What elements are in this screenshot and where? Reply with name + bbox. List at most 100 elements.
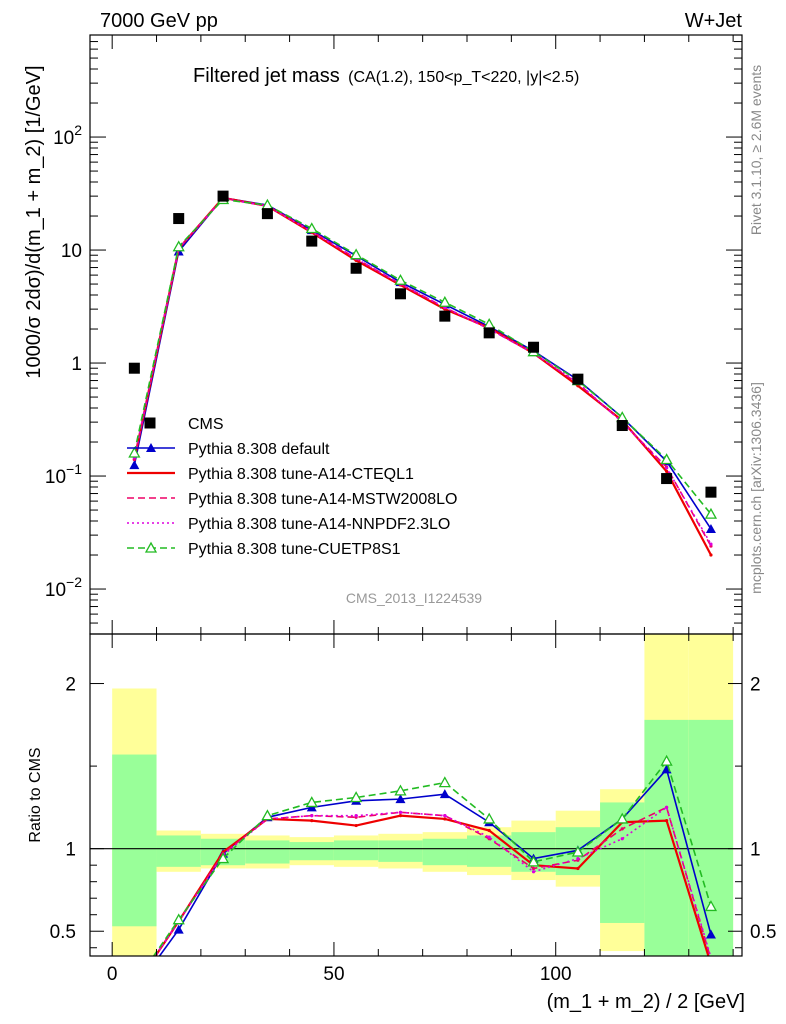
ratio-point-3-12	[664, 805, 669, 809]
legend-cms-marker	[144, 417, 156, 429]
ratio-point-0-13	[705, 929, 716, 939]
ratio-point-4-7	[438, 776, 451, 788]
y-tick-label-base-2: 1	[71, 354, 82, 375]
band-green-1	[156, 835, 201, 867]
legend-label-0: Pythia 8.308 default	[188, 441, 330, 458]
series-point-4-6	[394, 273, 407, 285]
ratio-line-3	[154, 806, 712, 956]
cms-point-13	[705, 486, 717, 498]
ratio-point-4-12	[660, 754, 673, 766]
y-tick-label-1: 10	[61, 241, 82, 262]
cms-point-1	[173, 213, 185, 225]
ratio-point-1-8	[487, 828, 491, 833]
side-text-top: Rivet 3.1.10, ≥ 2.6M events	[748, 65, 764, 235]
ratio-line-1	[154, 814, 710, 956]
y-tick-label-0: 102	[53, 122, 82, 149]
ratio-tick-label-left-1: 1	[65, 840, 76, 861]
series-line-4	[133, 198, 712, 515]
ratio-tick-label-right-2: 2	[750, 675, 761, 696]
ratio-point-4-11	[616, 812, 629, 824]
ratio-tick-label-right-1: 1	[750, 840, 761, 861]
y-tick-label-exp-3: −1	[66, 461, 82, 477]
y-axis-label: 1000/σ 2dσ)/d(m_1 + m_2) [1/GeV]	[23, 65, 45, 378]
ratio-point-4-1	[172, 913, 185, 925]
ratio-line-4	[152, 759, 712, 956]
ratio-point-1-6	[398, 814, 403, 818]
ratio-point-3-5	[354, 814, 358, 818]
series-point-3-12	[664, 466, 669, 470]
side-text-bottom: mcplots.cern.ch [arXiv:1306.3436]	[748, 382, 764, 594]
ratio-point-3-11	[620, 837, 624, 841]
x-tick-label-50: 50	[323, 964, 344, 985]
series-point-4-0	[128, 446, 141, 458]
legend-cms-label: CMS	[188, 416, 224, 433]
ratio-line-2	[154, 806, 711, 956]
ratio-point-0-1	[173, 924, 184, 934]
series-point-4-13	[704, 507, 718, 519]
y-tick-label-base-1: 10	[61, 241, 82, 262]
band-green-4	[289, 842, 334, 861]
ratio-point-4-10	[571, 845, 584, 857]
ratio-point-1-13	[709, 963, 712, 966]
series-point-4-1	[172, 240, 185, 252]
legend-label-1: Pythia 8.308 tune-A14-CTEQL1	[188, 466, 414, 483]
ratio-point-3-0	[133, 986, 136, 989]
ratio-point-3-4	[310, 814, 314, 818]
ratio-point-2-13	[709, 958, 712, 961]
ratio-point-4-5	[350, 791, 363, 803]
y-tick-label-exp-0: 2	[74, 122, 82, 138]
ratio-frame	[89, 633, 743, 957]
ratio-point-3-7	[443, 814, 447, 818]
x-tick-label-0: 0	[107, 964, 118, 985]
ratio-point-4-2	[216, 852, 230, 864]
series-point-1-12	[664, 469, 669, 473]
y-tick-label-base-3: 10	[45, 467, 66, 488]
y-tick-label-4: 10−2	[45, 574, 82, 601]
ratio-point-1-7	[443, 817, 447, 821]
ratio-point-4-3	[261, 809, 274, 821]
analysis-id: CMS_2013_I1224539	[346, 590, 482, 606]
series-point-4-4	[305, 222, 318, 234]
ratio-point-0-7	[439, 789, 450, 799]
cms-point-2	[217, 190, 229, 202]
ratio-tick-label-left-2: 2	[65, 675, 76, 696]
ratio-point-0-0	[129, 986, 139, 995]
ratio-tick-label-right-0.5: 0.5	[750, 922, 776, 943]
y-tick-label-exp-4: −2	[66, 574, 82, 590]
ratio-point-1-4	[310, 818, 314, 823]
cms-point-0	[128, 362, 140, 374]
band-green-13	[688, 719, 734, 956]
main-series-layer	[128, 190, 718, 557]
ratio-point-4-9	[527, 855, 540, 867]
ratio-point-4-4	[305, 796, 318, 808]
series-point-4-8	[483, 318, 496, 329]
legend-label-4: Pythia 8.308 tune-CUETP8S1	[188, 541, 401, 558]
plot-title: Filtered jet mass (CA(1.2), 150<p_T<220,…	[193, 65, 579, 87]
legend-marker-4	[144, 541, 158, 553]
y-tick-label-base-4: 10	[45, 580, 66, 601]
ratio-point-2-0	[133, 986, 136, 989]
cms-point-4	[306, 235, 318, 247]
band-green-7	[422, 838, 468, 866]
band-green-0	[112, 754, 157, 927]
plot-title-main: Filtered jet mass	[193, 65, 340, 87]
ratio-tick-label-left-0.5: 0.5	[50, 922, 76, 943]
cms-point-6	[394, 288, 406, 300]
series-line-2	[133, 196, 712, 547]
ratio-point-2-11	[620, 827, 624, 831]
ratio-point-4-0	[129, 979, 139, 988]
legend-label-2: Pythia 8.308 tune-A14-MSTW2008LO	[188, 491, 457, 508]
y-tick-label-3: 10−1	[45, 461, 82, 488]
ratio-point-4-6	[394, 784, 407, 796]
series-point-4-5	[350, 248, 363, 260]
ratio-point-1-10	[576, 866, 580, 871]
cms-point-9	[528, 341, 540, 353]
y-tick-label-base-0: 10	[53, 128, 74, 149]
ratio-point-1-12	[664, 818, 669, 823]
band-green-6	[378, 840, 423, 862]
ratio-point-3-6	[398, 810, 403, 814]
series-point-0-0	[129, 460, 140, 470]
series-point-1-13	[709, 553, 713, 557]
